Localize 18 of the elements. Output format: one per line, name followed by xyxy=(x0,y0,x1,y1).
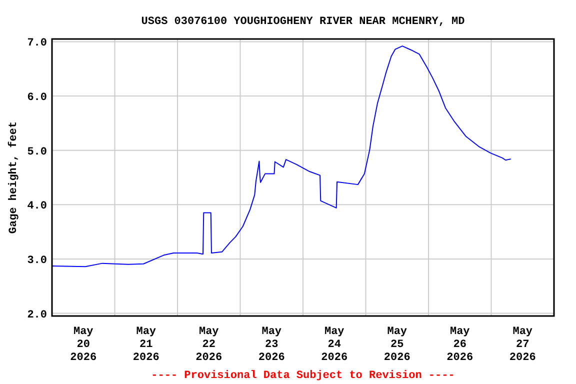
x-tick-label: May 21 2026 xyxy=(132,326,160,364)
y-axis-title: Gage height, feet xyxy=(7,121,20,234)
chart-title: USGS 03076100 YOUGHIOGHENY RIVER NEAR MCHENRY, MD xyxy=(141,16,466,28)
y-tick-label: 2.0 xyxy=(27,309,47,322)
text: ---- Provisional Data Subject to Revision ---- xyxy=(151,370,455,382)
y-tick-label: 4.0 xyxy=(27,200,47,213)
x-tick-label: May 26 2026 xyxy=(446,326,474,364)
y-tick-label: 3.0 xyxy=(27,254,47,267)
line-series xyxy=(52,46,512,268)
x-tick-label: May 23 2026 xyxy=(258,326,285,364)
y-tick-label: 7.0 xyxy=(27,38,47,50)
x-tick-label: May 25 2026 xyxy=(384,326,410,364)
x-tick-label: May 27 2026 xyxy=(509,326,536,364)
y-tick-label: 6.0 xyxy=(27,92,47,104)
x-tick-label: May 22 2026 xyxy=(196,326,222,364)
y-tick-label: 5.0 xyxy=(27,146,47,158)
x-tick-label: May 24 2026 xyxy=(321,326,348,364)
x-tick-label: May 20 2026 xyxy=(70,326,97,364)
